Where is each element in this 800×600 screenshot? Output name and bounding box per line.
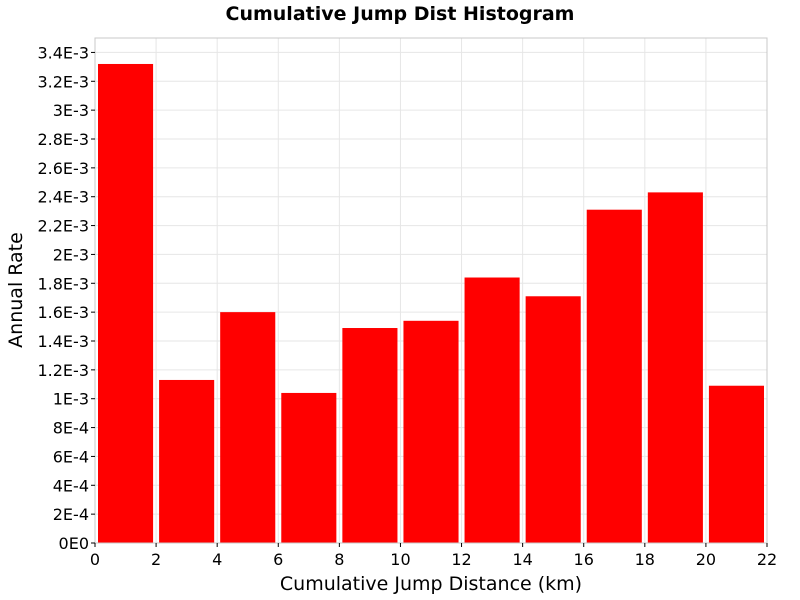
histogram-bar [647,192,703,543]
x-tick-label: 22 [757,550,777,569]
x-tick-label: 18 [635,550,655,569]
x-tick-label: 0 [90,550,100,569]
x-axis-label: Cumulative Jump Distance (km) [280,573,582,595]
y-tick-label: 8E-4 [53,419,89,438]
histogram-bar [586,209,642,543]
histogram-bar [464,277,520,543]
y-tick-label: 6E-4 [53,447,89,466]
chart-title: Cumulative Jump Dist Histogram [226,3,575,25]
y-axis-label: Annual Rate [5,232,27,348]
y-tick-label: 3.2E-3 [37,72,89,91]
x-tick-label: 8 [334,550,344,569]
y-axis-ticks: 0E0 2E-4 4E-4 6E-4 8E-4 1E-3 1.2E-3 1.4E-3 1.6E-… [37,43,95,553]
y-tick-label: 2.6E-3 [37,159,89,178]
histogram-bar [220,312,276,543]
histogram-bar [342,328,398,543]
y-tick-label: 1.6E-3 [37,303,89,322]
x-tick-label: 16 [574,550,594,569]
x-axis-ticks: 0 2 4 6 8 10 12 14 16 18 20 22 [90,543,777,569]
histogram-bar [159,379,215,543]
y-tick-label: 1.2E-3 [37,361,89,380]
histogram-bar [403,320,459,543]
y-tick-label: 1E-3 [53,390,89,409]
y-tick-label: 2E-3 [53,245,89,264]
y-tick-label: 0E0 [59,534,89,553]
x-tick-label: 10 [390,550,410,569]
y-tick-label: 1.8E-3 [37,274,89,293]
x-tick-label: 20 [696,550,716,569]
x-tick-label: 14 [512,550,532,569]
histogram-bar [525,296,581,543]
y-tick-label: 2.2E-3 [37,217,89,236]
y-tick-label: 4E-4 [53,476,89,495]
histogram-bar [98,63,154,543]
x-tick-label: 2 [151,550,161,569]
y-tick-label: 1.4E-3 [37,332,89,351]
y-tick-label: 2.8E-3 [37,130,89,149]
x-tick-label: 12 [451,550,471,569]
y-tick-label: 3E-3 [53,101,89,120]
y-tick-label: 3.4E-3 [37,43,89,62]
plot-area-border [94,37,768,544]
bars [98,63,764,543]
y-tick-label: 2.4E-3 [37,188,89,207]
histogram-bar [708,385,764,543]
histogram-bar [281,392,337,543]
y-tick-label: 2E-4 [53,505,89,524]
x-tick-label: 4 [212,550,222,569]
x-tick-label: 6 [273,550,283,569]
